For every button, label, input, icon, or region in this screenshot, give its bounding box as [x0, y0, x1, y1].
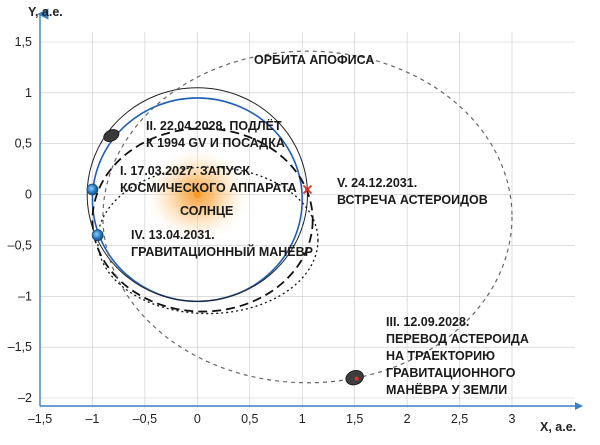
y-tick-label-0: 1,5	[15, 35, 32, 49]
sun-label: СОЛНЦЕ	[180, 204, 233, 218]
meeting-label-line2: ВСТРЕЧА АСТЕРОИДОВ	[337, 193, 488, 207]
launch-label-line1: I. 17.03.2027. ЗАПУСК	[120, 164, 250, 178]
orbit-apophis	[102, 50, 513, 384]
x-axis-arrow	[575, 402, 583, 410]
transfer-label-line4: ГРАВИТАЦИОННОГО	[386, 366, 516, 380]
spacecraft-dot-icon	[354, 376, 359, 381]
launch-label: I. 17.03.2027. ЗАПУСК КОСМИЧЕСКОГО АППАР…	[120, 164, 297, 195]
transfer-label-line5: МАНЁВРА У ЗЕМЛИ	[386, 382, 507, 397]
meeting-cross-icon	[302, 184, 313, 195]
apophis-asteroid-icon	[345, 369, 364, 386]
maneuver-label-line2: ГРАВИТАЦИОННЫЙ МАНЁВР	[131, 244, 313, 259]
maneuver-label: IV. 13.04.2031. ГРАВИТАЦИОННЫЙ МАНЁВР	[131, 228, 313, 259]
tick-labels: –1,5 –1 –0,5 0 0,5 1 1,5 2 2,5 3 1,5 1 0,5 0 –0,5 –1 –1,…	[8, 35, 516, 426]
orbit-dashed-transfer	[91, 127, 314, 313]
meeting-cross-stroke-b	[302, 184, 313, 195]
transfer-label: III. 12.09.2028. ПЕРЕВОД АСТЕРОИДА НА ТР…	[386, 315, 529, 397]
y-axis-label: Y, а.е.	[28, 5, 63, 19]
x-tick-label-3: 0	[194, 412, 201, 426]
earth-launch-icon	[86, 183, 99, 196]
orbits	[86, 50, 513, 384]
asteroid-1994gv-icon	[103, 129, 120, 143]
flyby-label: II. 22.04.2028. ПОДЛЁТ К 1994 GV И ПОСАД…	[146, 118, 285, 150]
y-tick-label-7: –2	[18, 391, 32, 405]
x-tick-label-6: 1,5	[346, 412, 363, 426]
meeting-label: V. 24.12.2031. ВСТРЕЧА АСТЕРОИДОВ	[337, 176, 488, 207]
y-tick-label-3: 0	[25, 188, 32, 202]
apophis-orbit-label: ОРБИТА АПОФИСА	[254, 53, 374, 67]
x-tick-label-9: 3	[509, 412, 516, 426]
markers	[86, 129, 364, 386]
axes	[37, 8, 583, 410]
x-tick-label-4: 0,5	[241, 412, 258, 426]
meeting-label-line1: V. 24.12.2031.	[337, 176, 417, 190]
y-tick-label-2: 0,5	[15, 137, 32, 151]
x-tick-label-0: –1,5	[28, 412, 52, 426]
transfer-label-line3: НА ТРАЕКТОРИЮ	[386, 349, 495, 363]
y-tick-label-4: –0,5	[8, 238, 32, 252]
sun-dot	[193, 191, 201, 199]
launch-label-line2: КОСМИЧЕСКОГО АППАРАТА	[120, 181, 297, 195]
x-axis-label: X, а.е.	[540, 420, 576, 434]
maneuver-label-line1: IV. 13.04.2031.	[131, 228, 215, 242]
y-tick-label-1: 1	[25, 86, 32, 100]
x-tick-label-8: 2,5	[451, 412, 468, 426]
x-tick-label-2: –0,5	[133, 412, 157, 426]
flyby-label-line1: II. 22.04.2028. ПОДЛЁТ	[146, 118, 282, 133]
transfer-label-line2: ПЕРЕВОД АСТЕРОИДА	[386, 332, 529, 346]
y-tick-label-5: –1	[18, 289, 32, 303]
x-tick-label-7: 2	[404, 412, 411, 426]
transfer-label-line1: III. 12.09.2028.	[386, 315, 469, 329]
x-tick-label-1: –1	[85, 412, 99, 426]
flyby-label-line2: К 1994 GV И ПОСАДКА	[146, 136, 285, 150]
x-tick-label-5: 1	[299, 412, 306, 426]
earth-maneuver-icon	[91, 229, 104, 242]
sun-glow	[145, 148, 250, 241]
y-tick-label-6: –1,5	[8, 340, 32, 354]
